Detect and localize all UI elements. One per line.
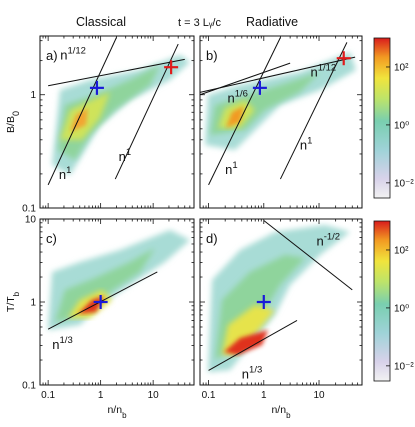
- panel-d-powerlaw-guide: [208, 319, 298, 371]
- heatmap-b: [205, 52, 356, 150]
- heatmap-d: [208, 225, 350, 372]
- panel-b-powerlaw-guide: [199, 56, 356, 93]
- colorbar-top: [373, 37, 391, 199]
- header-classical: Classical: [76, 15, 126, 29]
- panel-d-xticklabel: 10: [313, 390, 325, 401]
- colorbar-0-ticklabel: 10⁻²: [394, 178, 414, 189]
- header-radiative: Radiative: [246, 15, 298, 29]
- panel-a-yticklabel: 0.1: [22, 204, 36, 215]
- heatmap-a: [52, 55, 190, 175]
- panel-a-frame: [39, 35, 195, 209]
- panel-c-yticklabel: 1: [30, 298, 36, 309]
- panel-a-powerlaw-label: n1: [119, 147, 132, 164]
- colorbar-0-ticklabel: 10⁰: [394, 120, 409, 131]
- markers: [89, 51, 351, 309]
- panel-d-powerlaw-guide: [263, 220, 353, 291]
- panel-a-yticklabel: 1: [30, 90, 36, 101]
- panel-c-xticklabel: 10: [148, 390, 160, 401]
- panel-b-powerlaw-guide: [208, 37, 281, 186]
- panel-c-xticklabel: 0.1: [41, 390, 55, 401]
- panel-a-powerlaw-label: n1/12: [60, 45, 86, 62]
- colorbar-0-ticklabel: 10²: [394, 62, 409, 73]
- panel-b-powerlaw-label: n1/12: [310, 62, 336, 79]
- panel-b-powerlaw-guide: [199, 62, 291, 96]
- colorbar-1-ticklabel: 10⁻²: [394, 361, 414, 372]
- panel-c-powerlaw-label: n1/3: [52, 335, 72, 352]
- panel-d-powerlaw-label: n-1/2: [316, 231, 340, 248]
- panel-d-powerlaw-label: n1/3: [242, 364, 262, 381]
- panel-a-powerlaw-label: n1: [59, 165, 72, 182]
- heatmap-c: [48, 230, 190, 330]
- colorbar-1-ticklabel: 10⁰: [394, 303, 409, 314]
- xlabel-c: n/nb: [107, 404, 127, 420]
- panel-c-tag: c): [46, 231, 57, 246]
- panel-c-xticklabel: 1: [98, 390, 104, 401]
- panel-b-powerlaw-label: n1/6: [227, 89, 247, 106]
- panel-c-yticklabel: 0.1: [22, 381, 36, 392]
- panel-d-xticklabel: 0.1: [202, 390, 216, 401]
- panel-a-powerlaw-guide: [48, 58, 185, 87]
- panel-b-tag: b): [206, 48, 218, 63]
- panel-d-tag: d): [206, 231, 218, 246]
- header-time: t = 3 Lᵧ/c: [178, 17, 221, 29]
- panel-c-yticklabel: 10: [25, 215, 37, 226]
- panel-b-frame: [199, 35, 363, 209]
- panel-a-powerlaw-guide: [47, 37, 117, 186]
- colorbar-bottom: [373, 220, 391, 382]
- panel-b-powerlaw-guide: [279, 42, 348, 180]
- panel-c-powerlaw-guide: [47, 271, 158, 330]
- panel-b-powerlaw-label: n1: [300, 135, 313, 152]
- axis-ticks: [39, 36, 363, 386]
- colorbar-1-ticklabel: 10²: [394, 245, 409, 256]
- panel-b-powerlaw-label: n1: [225, 160, 238, 177]
- panel-d-xticklabel: 1: [261, 390, 267, 401]
- ylabel-top: B/B0: [5, 111, 21, 133]
- ylabel-bottom: T/Tb: [5, 291, 21, 312]
- panel-a-tag: a): [46, 48, 58, 63]
- colorbar-ticks: 10⁻² 10⁰ 10² 10⁻² 10⁰ 10²: [386, 62, 414, 372]
- xlabel-d: n/nb: [271, 404, 291, 420]
